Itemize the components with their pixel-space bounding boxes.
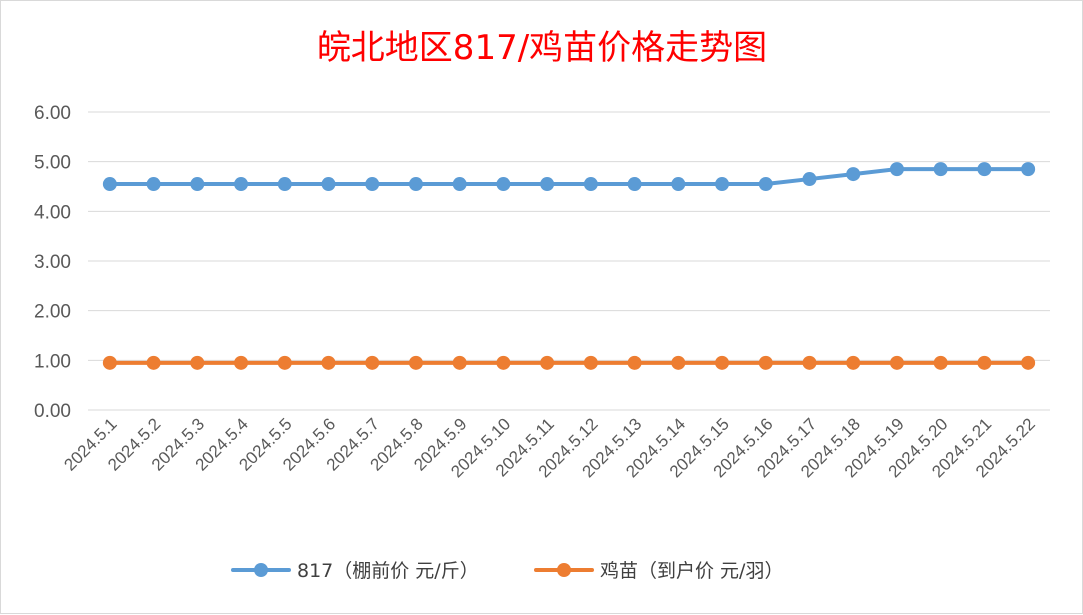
data-point <box>758 355 773 370</box>
data-point <box>190 177 205 192</box>
legend-swatch-marker <box>557 563 571 577</box>
y-tick-label: 1.00 <box>34 351 71 372</box>
series-2 <box>102 355 1036 370</box>
chart-title: 皖北地区817/鸡苗价格走势图 <box>317 28 767 68</box>
data-point <box>1021 355 1036 370</box>
data-point <box>889 162 904 177</box>
data-point <box>1021 162 1036 177</box>
data-point <box>540 355 555 370</box>
data-point <box>365 355 380 370</box>
data-point <box>802 172 817 187</box>
legend-item-1: 817（棚前价 元/斤） <box>231 560 479 582</box>
data-point <box>583 177 598 192</box>
y-tick-label: 2.00 <box>34 302 71 323</box>
legend-label: 817（棚前价 元/斤） <box>297 560 479 582</box>
data-point <box>408 177 423 192</box>
data-point <box>933 162 948 177</box>
data-point <box>758 177 773 192</box>
y-tick-label: 5.00 <box>34 153 71 174</box>
x-axis-ticks: 2024.5.12024.5.22024.5.32024.5.42024.5.5… <box>60 414 1039 481</box>
series-line <box>107 167 1031 187</box>
data-point <box>277 177 292 192</box>
data-point <box>540 177 555 192</box>
data-point <box>365 177 380 192</box>
data-point <box>321 355 336 370</box>
data-point <box>846 167 861 182</box>
data-point <box>102 355 117 370</box>
data-point <box>627 355 642 370</box>
data-point <box>715 355 730 370</box>
y-axis-ticks: 0.00 1.00 2.00 3.00 4.00 5.00 6.00 <box>34 103 71 422</box>
data-point <box>715 177 730 192</box>
legend-label: 鸡苗（到户价 元/羽） <box>600 560 783 582</box>
data-point <box>933 355 948 370</box>
data-point <box>671 355 686 370</box>
legend: 817（棚前价 元/斤） 鸡苗（到户价 元/羽） <box>231 560 783 582</box>
data-point <box>496 355 511 370</box>
data-point <box>452 355 467 370</box>
data-point <box>146 355 161 370</box>
data-point <box>321 177 336 192</box>
data-point <box>802 355 817 370</box>
data-point <box>190 355 205 370</box>
data-point <box>234 177 249 192</box>
series-layer <box>102 162 1036 370</box>
data-point <box>234 355 249 370</box>
legend-item-2: 鸡苗（到户价 元/羽） <box>534 560 783 582</box>
y-tick-label: 0.00 <box>34 401 71 422</box>
data-point <box>583 355 598 370</box>
data-point <box>846 355 861 370</box>
data-point <box>452 177 467 192</box>
y-tick-label: 4.00 <box>34 202 71 223</box>
data-point <box>671 177 686 192</box>
data-point <box>146 177 161 192</box>
data-point <box>977 355 992 370</box>
data-point <box>496 177 511 192</box>
series-1 <box>102 162 1036 192</box>
data-point <box>627 177 642 192</box>
data-point <box>408 355 423 370</box>
y-tick-label: 3.00 <box>34 252 71 273</box>
data-point <box>277 355 292 370</box>
y-tick-label: 6.00 <box>34 103 71 124</box>
data-point <box>102 177 117 192</box>
data-point <box>889 355 904 370</box>
data-point <box>977 162 992 177</box>
grid-lines <box>88 111 1050 411</box>
legend-swatch-marker <box>254 563 268 577</box>
